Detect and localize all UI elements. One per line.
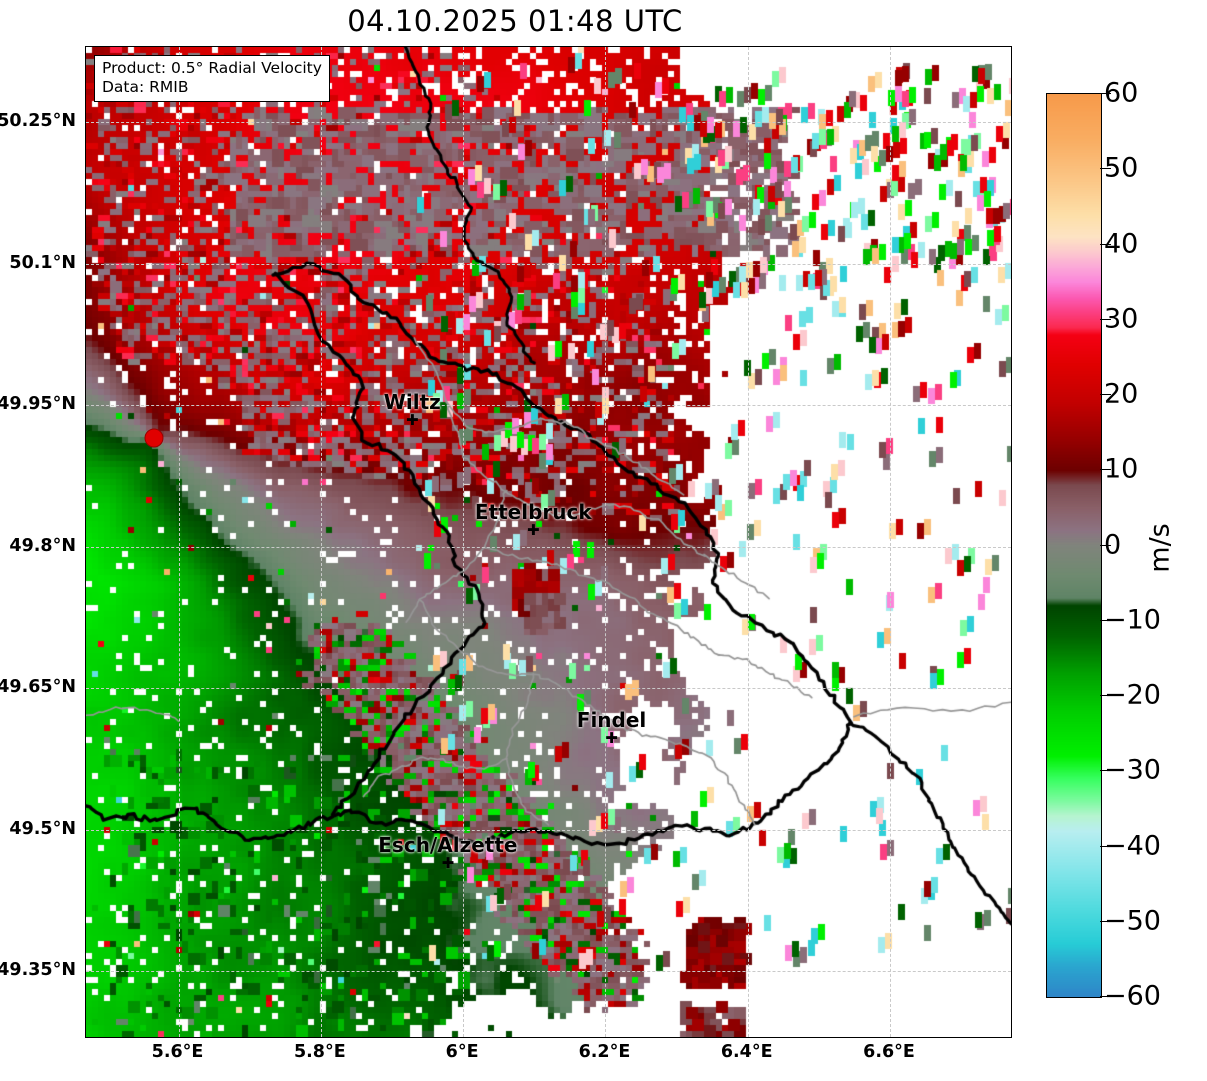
gridline-vertical [890,47,892,1037]
radar-site-marker [144,428,164,448]
gridline-horizontal [86,971,1011,972]
x-axis-tick-label: 6°E [445,1042,479,1062]
page-title: 04.10.2025 01:48 UTC [347,4,683,38]
gridline-horizontal [86,829,1011,831]
colorbar-tick-label: 10 [1104,453,1139,485]
gridline-vertical [605,47,607,1037]
gridline-horizontal [86,122,1011,124]
data-source-label: Data: RMIB [102,77,189,96]
x-axis-tick-label: 6.2°E [578,1042,631,1062]
colorbar-tick-label: 40 [1104,228,1139,259]
gridline-horizontal [86,546,1011,548]
colorbar-tick-label: 60 [1104,77,1139,109]
colorbar-tick-label: −60 [1104,980,1161,1012]
colorbar-tick-label: −10 [1104,604,1161,636]
colorbar-tick-label: −50 [1104,905,1161,937]
gridline-vertical [320,47,322,1037]
gridline-vertical [747,47,749,1037]
colorbar-tick-label: −30 [1104,754,1161,786]
colorbar-tick [1100,619,1111,621]
colorbar-tick [1100,544,1111,546]
colorbar-tick-label: 20 [1104,378,1139,410]
colorbar-tick-label: 0 [1104,529,1122,560]
colorbar-tick [1100,93,1111,94]
colorbar-tick [1100,318,1111,320]
radar-plot[interactable]: Product: 0.5° Radial Velocity Data: RMIB [85,46,1012,1038]
colorbar-unit-label: m/s [1144,523,1176,573]
colorbar [1046,93,1102,998]
colorbar-tick [1100,920,1111,922]
x-axis-tick-label: 6.4°E [720,1042,773,1062]
gridline-horizontal [86,688,1011,690]
colorbar-tick [1100,243,1111,245]
colorbar-tick [1100,845,1111,847]
colorbar-tick [1100,469,1111,471]
colorbar-tick [1100,394,1111,395]
gridline-horizontal [86,263,1011,265]
colorbar-tick [1100,695,1111,696]
colorbar-tick [1100,770,1111,772]
gridline-vertical [463,47,465,1037]
colorbar-tick-label: 50 [1104,152,1139,184]
x-axis-tick-label: 5.6°E [151,1042,204,1062]
gridline-vertical [178,47,180,1037]
colorbar-tick-label: 30 [1104,303,1139,335]
colorbar-tick-label: −20 [1104,679,1161,711]
colorbar-gradient [1047,94,1101,997]
colorbar-tick-label: −40 [1104,830,1161,861]
radar-velocity-field [86,47,1011,1037]
gridline-horizontal [86,405,1011,407]
colorbar-tick [1100,996,1111,997]
product-label: Product: 0.5° Radial Velocity [102,59,322,77]
x-axis-tick-label: 6.6°E [863,1042,915,1062]
colorbar-tick [1100,168,1111,170]
x-axis-tick-label: 5.8°E [293,1042,346,1062]
product-info-box: Product: 0.5° Radial Velocity Data: RMIB [94,55,330,102]
